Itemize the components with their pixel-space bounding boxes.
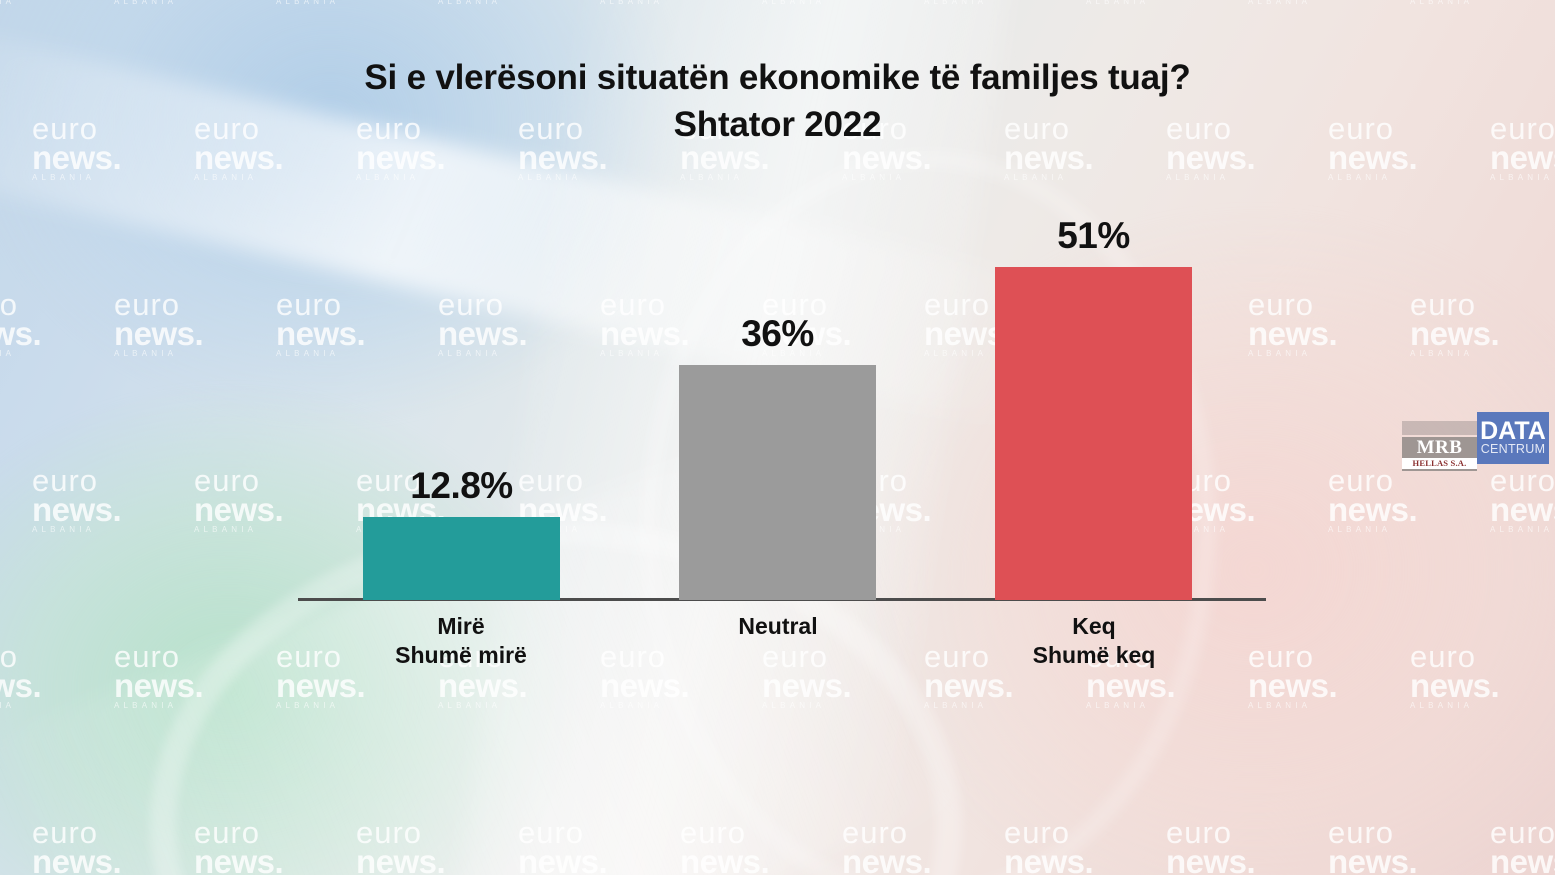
chart-title-line2: Shtator 2022 <box>673 104 882 144</box>
category-label-line2: Shumë mirë <box>395 642 527 669</box>
data-centrum-logo-text: DATA <box>1480 416 1546 445</box>
bar-value-label: 51% <box>1057 215 1130 256</box>
category-label-mire: Mirë Shumë mirë <box>261 612 661 670</box>
category-label-line1: Keq <box>1072 613 1116 639</box>
mrb-logo: MRB HELLAS S.A. <box>1402 421 1477 471</box>
bar-value-label: 12.8% <box>410 465 513 506</box>
data-centrum-logo: DATA CENTRUM <box>1477 412 1549 464</box>
category-label-keq: Keq Shumë keq <box>894 612 1294 670</box>
category-label-neutral: Neutral <box>578 612 978 641</box>
mrb-logo-subtext: HELLAS S.A. <box>1402 457 1477 469</box>
data-centrum-logo-subtext: CENTRUM <box>1480 441 1546 456</box>
bar-keq: 51% <box>995 215 1192 600</box>
category-label-line1: Mirë <box>437 613 485 639</box>
mrb-logo-text: MRB <box>1416 437 1463 458</box>
mrb-logo-box: MRB HELLAS S.A. <box>1402 437 1477 471</box>
chart-title: Si e vlerësoni situatën ekonomike të fam… <box>0 55 1555 148</box>
pollster-logo: MRB HELLAS S.A. DATA CENTRUM <box>1402 412 1550 471</box>
chart-title-line1: Si e vlerësoni situatën ekonomike të fam… <box>364 58 1191 97</box>
category-label-line2: Shumë keq <box>1032 642 1156 669</box>
bar-neutral: 36% <box>679 313 876 600</box>
bar-value-label: 36% <box>741 313 814 354</box>
mrb-logo-top-bar <box>1402 421 1477 435</box>
bar-mire: 12.8% <box>363 465 560 600</box>
category-label-line1: Neutral <box>738 613 818 639</box>
